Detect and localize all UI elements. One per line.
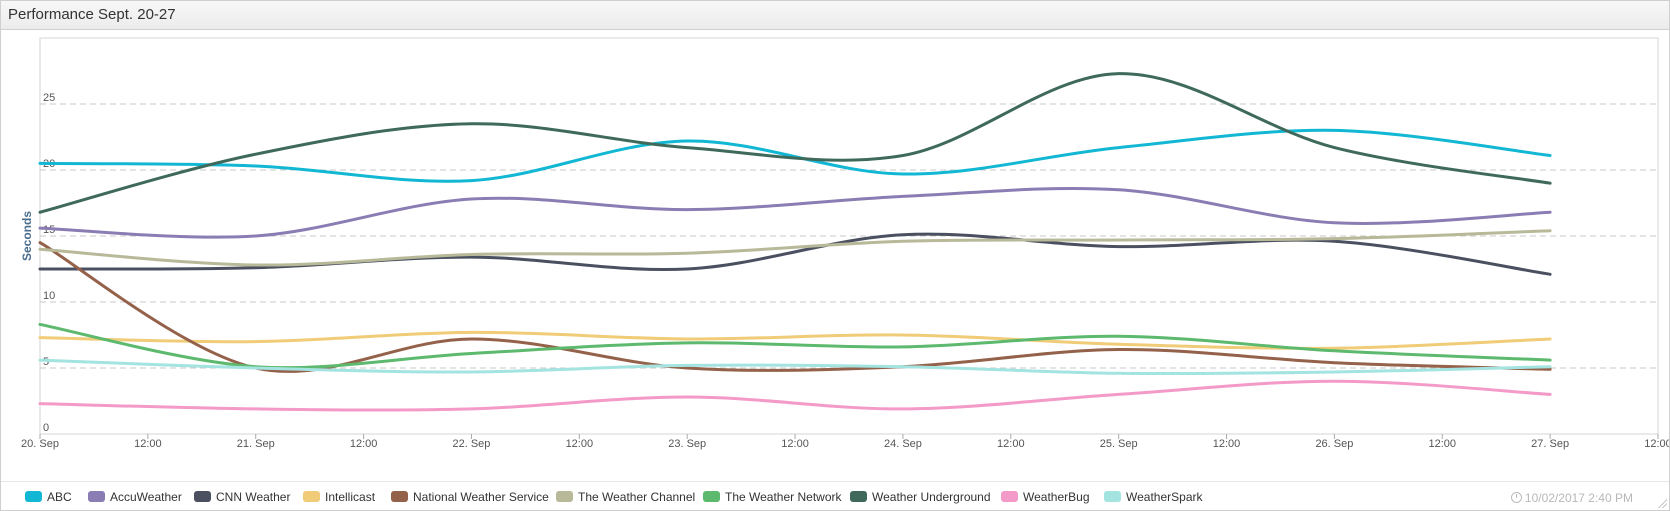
x-tick-label: 12:00	[1213, 438, 1241, 450]
panel-header: Performance Sept. 20-27	[1, 1, 1669, 30]
legend-label: WeatherBug	[1023, 490, 1090, 504]
legend-swatch	[703, 491, 720, 502]
legend-item-weatherbug[interactable]: WeatherBug	[1001, 490, 1090, 504]
chart-legend: ABC AccuWeather CNN Weather Intellicast Nati…	[1, 481, 1669, 510]
y-tick-label: 10	[43, 290, 55, 302]
series-line-abc	[38, 128, 1552, 183]
legend-item-weatherspark[interactable]: WeatherSpark	[1104, 490, 1202, 504]
legend-label: WeatherSpark	[1126, 490, 1203, 504]
x-tick-label: 12:00	[134, 438, 162, 450]
legend-item-abc[interactable]: ABC	[25, 490, 72, 504]
legend-swatch	[556, 491, 573, 502]
legend-label: Weather Underground	[872, 490, 991, 504]
y-tick-label: 0	[43, 422, 49, 434]
timestamp: 10/02/2017 2:40 PM	[1510, 491, 1633, 505]
legend-swatch	[850, 491, 867, 502]
legend-label: The Weather Network	[725, 490, 842, 504]
x-tick-label: 20. Sep	[21, 438, 59, 450]
x-tick-label: 12:00	[1429, 438, 1457, 450]
x-tick-label: 12:00	[1644, 438, 1669, 450]
legend-item-cnn-weather[interactable]: CNN Weather	[194, 490, 290, 504]
x-tick-label: 22. Sep	[453, 438, 491, 450]
x-tick-label: 25. Sep	[1100, 438, 1138, 450]
legend-swatch	[1104, 491, 1121, 502]
legend-label: The Weather Channel	[578, 490, 696, 504]
x-tick-label: 21. Sep	[237, 438, 275, 450]
legend-swatch	[1001, 491, 1018, 502]
x-tick-label: 12:00	[566, 438, 594, 450]
x-tick-label: 12:00	[350, 438, 378, 450]
series-line-the-weather-channel	[38, 229, 1552, 267]
x-tick-label: 27. Sep	[1531, 438, 1569, 450]
panel-title: Performance Sept. 20-27	[8, 6, 176, 23]
series-line-weatherbug	[38, 379, 1552, 412]
x-tick-label: 26. Sep	[1315, 438, 1353, 450]
legend-swatch	[391, 491, 408, 502]
legend-item-the-weather-channel[interactable]: The Weather Channel	[556, 490, 695, 504]
legend-label: National Weather Service	[413, 490, 549, 504]
legend-item-intellicast[interactable]: Intellicast	[303, 490, 375, 504]
legend-swatch	[25, 491, 42, 502]
legend-item-accuweather[interactable]: AccuWeather	[88, 490, 182, 504]
y-tick-label: 5	[43, 356, 49, 368]
x-tick-label: 24. Sep	[884, 438, 922, 450]
legend-item-weather-underground[interactable]: Weather Underground	[850, 490, 991, 504]
series-line-national-weather-service	[38, 241, 1552, 373]
series-line-weather-underground	[38, 72, 1552, 214]
y-axis-label: Seconds	[20, 211, 34, 261]
legend-swatch	[303, 491, 320, 502]
legend-item-the-weather-network[interactable]: The Weather Network	[703, 490, 842, 504]
legend-label: ABC	[47, 490, 72, 504]
series-line-weatherspark	[38, 358, 1552, 376]
legend-item-national-weather-service[interactable]: National Weather Service	[391, 490, 549, 504]
timestamp-text: 10/02/2017 2:40 PM	[1524, 491, 1633, 505]
x-tick-label: 12:00	[781, 438, 809, 450]
legend-label: Intellicast	[325, 490, 376, 504]
legend-label: CNN Weather	[216, 490, 291, 504]
x-tick-label: 12:00	[997, 438, 1025, 450]
legend-swatch	[88, 491, 105, 502]
legend-label: AccuWeather	[110, 490, 182, 504]
clock-icon	[1510, 492, 1522, 503]
x-tick-label: 23. Sep	[668, 438, 706, 450]
resize-handle-icon[interactable]	[1657, 498, 1667, 508]
legend-swatch	[194, 491, 211, 502]
series-line-accuweather	[38, 186, 1552, 239]
y-tick-label: 25	[43, 92, 55, 104]
